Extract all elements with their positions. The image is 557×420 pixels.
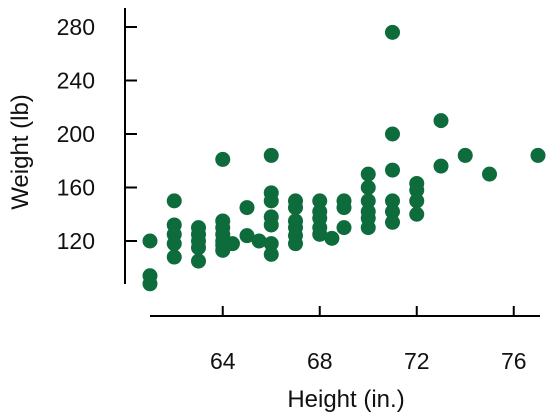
data-point	[385, 193, 400, 209]
data-point	[263, 246, 279, 262]
y-axis-title: Weight (lb)	[7, 94, 34, 210]
data-point	[530, 147, 546, 163]
data-point	[263, 217, 279, 233]
data-point	[385, 126, 400, 142]
x-axis: 64 68 72 76	[150, 306, 540, 374]
data-point	[142, 233, 158, 249]
data-points	[142, 24, 546, 292]
data-point	[360, 166, 376, 182]
x-tick-label: 72	[404, 348, 430, 374]
data-point	[409, 182, 425, 198]
data-point	[239, 200, 255, 216]
x-ticks: 64 68 72 76	[210, 306, 527, 374]
data-point	[166, 236, 182, 252]
data-point	[142, 276, 158, 292]
data-point	[457, 147, 473, 163]
data-point	[191, 240, 206, 256]
data-point	[409, 193, 425, 209]
data-point	[166, 249, 182, 265]
data-point	[312, 193, 328, 209]
data-point	[263, 147, 279, 163]
data-point	[385, 204, 400, 220]
data-point	[336, 220, 352, 236]
data-point	[336, 200, 352, 216]
data-point	[385, 214, 400, 230]
data-point	[324, 230, 340, 246]
data-point	[288, 200, 303, 216]
data-point	[312, 226, 328, 242]
data-point	[409, 206, 425, 222]
data-point	[263, 236, 279, 252]
data-point	[360, 220, 376, 236]
y-tick-label: 120	[57, 228, 95, 254]
data-point	[288, 236, 303, 252]
y-tick-label: 200	[57, 121, 95, 147]
data-point	[191, 253, 206, 269]
x-tick-label: 68	[307, 348, 333, 374]
data-point	[251, 233, 267, 249]
y-tick-label: 240	[57, 68, 95, 94]
data-point	[360, 193, 376, 209]
data-point	[224, 236, 240, 252]
data-point	[433, 158, 449, 174]
data-point	[433, 113, 449, 129]
x-tick-label: 64	[210, 348, 236, 374]
data-point	[385, 24, 400, 40]
data-point	[385, 162, 400, 178]
y-tick-label: 280	[57, 14, 95, 40]
data-point	[263, 193, 279, 209]
data-point	[215, 151, 231, 167]
x-tick-label: 76	[501, 348, 527, 374]
data-point	[360, 180, 376, 195]
data-point	[166, 193, 182, 209]
y-axis: 120 160 200 240 280	[57, 8, 137, 284]
data-point	[482, 166, 497, 182]
y-ticks: 120 160 200 240 280	[57, 14, 137, 254]
data-point	[239, 228, 255, 244]
y-tick-label: 160	[57, 175, 95, 201]
x-axis-title: Height (in.)	[287, 386, 404, 413]
